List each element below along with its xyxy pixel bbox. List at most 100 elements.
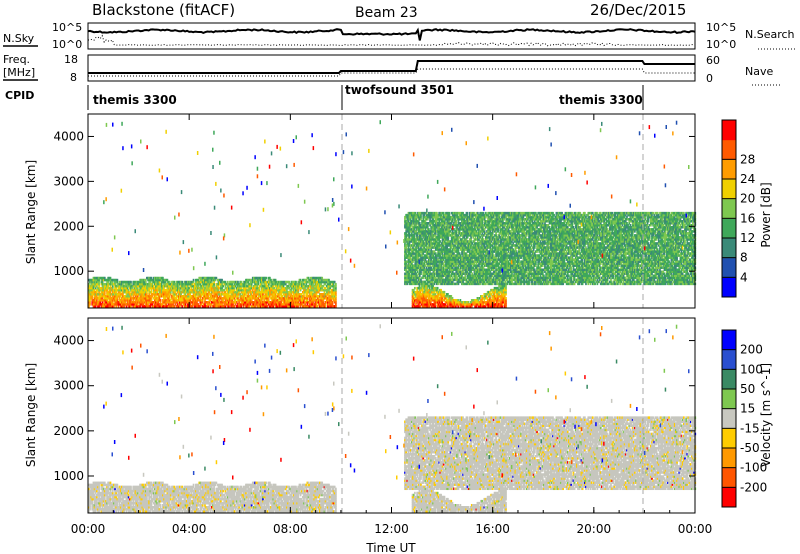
power-cell <box>136 288 139 292</box>
power-cell <box>292 280 295 284</box>
power-cell <box>147 288 149 292</box>
power-cell <box>173 286 176 290</box>
power-cell <box>115 299 118 302</box>
power-cell <box>250 305 253 308</box>
power-cell <box>253 293 255 296</box>
power-cell <box>294 290 296 294</box>
power-cell <box>272 286 275 290</box>
power-cell <box>130 282 132 286</box>
power-cell <box>151 280 154 284</box>
power-cell <box>100 278 103 282</box>
power-cell <box>151 278 154 282</box>
power-cell <box>88 278 90 282</box>
power-cell <box>124 303 127 306</box>
power-cell <box>296 295 299 298</box>
power-cell <box>96 297 98 300</box>
power-cell <box>280 301 283 304</box>
power-cell <box>94 295 97 298</box>
power-cell <box>190 305 193 308</box>
power-cell <box>262 276 264 280</box>
cpid-segment-1: twofsound 3501 <box>345 83 454 97</box>
power-cell <box>220 305 222 308</box>
power-cell <box>158 293 161 296</box>
power-cell <box>264 293 267 296</box>
power-cell <box>221 299 223 302</box>
power-cell <box>265 290 268 294</box>
power-cell <box>113 299 115 302</box>
power-cell <box>281 295 284 298</box>
power-cell <box>195 299 197 302</box>
power-cell <box>254 297 256 300</box>
power-cell <box>108 290 111 294</box>
power-cell <box>102 282 105 286</box>
power-cell <box>175 288 178 292</box>
power-cell <box>159 286 162 290</box>
power-cell <box>288 280 291 284</box>
power-cell <box>173 299 176 302</box>
power-cell <box>118 288 121 292</box>
power-cell <box>240 299 243 302</box>
power-cell <box>299 303 302 306</box>
power-cell <box>182 282 185 286</box>
power-cell <box>215 301 218 304</box>
power-cell <box>208 303 211 306</box>
power-cell <box>210 303 213 306</box>
power-cell <box>275 299 278 302</box>
power-cell <box>167 303 170 306</box>
power-cell <box>257 295 260 298</box>
power-cell <box>231 299 234 302</box>
power-cell <box>228 301 230 304</box>
power-cell <box>163 284 165 288</box>
power-cell <box>223 280 226 284</box>
power-cell <box>278 293 280 296</box>
power-cell <box>259 278 262 282</box>
power-cell <box>106 290 108 294</box>
power-cell <box>294 305 296 308</box>
power-cell <box>149 282 152 286</box>
power-cell <box>294 280 296 284</box>
power-cell <box>167 286 170 290</box>
power-cell <box>155 282 157 286</box>
power-cell <box>129 301 131 304</box>
power-cell <box>185 297 188 300</box>
power-cell <box>223 288 226 292</box>
power-cell <box>294 286 296 290</box>
power-cell <box>106 284 108 288</box>
power-cell <box>292 301 295 304</box>
power-cell <box>245 293 247 296</box>
power-cell <box>238 293 240 296</box>
power-cell <box>108 303 111 306</box>
power-cell <box>185 299 188 302</box>
power-cell <box>281 282 284 286</box>
power-cell <box>215 282 218 286</box>
power-cell <box>156 276 159 280</box>
power-cell <box>138 293 140 296</box>
power-cell <box>290 295 293 298</box>
power-cell <box>111 303 114 306</box>
power-cell <box>261 278 263 282</box>
power-cell <box>251 305 254 308</box>
power-cell <box>248 286 251 290</box>
power-cell <box>183 290 186 294</box>
power-cell <box>150 301 153 304</box>
power-cell <box>141 295 144 298</box>
power-cell <box>158 299 161 302</box>
power-cell <box>191 288 194 292</box>
power-cell <box>182 286 185 290</box>
power-cell <box>158 305 161 308</box>
power-cell <box>286 286 288 290</box>
power-cell <box>143 295 146 298</box>
power-cell <box>258 299 261 302</box>
power-cell <box>269 293 271 296</box>
power-cell <box>184 299 187 302</box>
power-cell <box>292 284 295 288</box>
power-cell <box>230 288 233 292</box>
power-cell <box>148 299 151 302</box>
power-cell <box>222 301 225 304</box>
power-cell <box>272 288 275 292</box>
power-cell <box>105 286 107 290</box>
power-cell <box>261 276 263 280</box>
power-cell <box>92 282 95 286</box>
power-cell <box>226 297 229 300</box>
power-cell <box>216 305 219 308</box>
